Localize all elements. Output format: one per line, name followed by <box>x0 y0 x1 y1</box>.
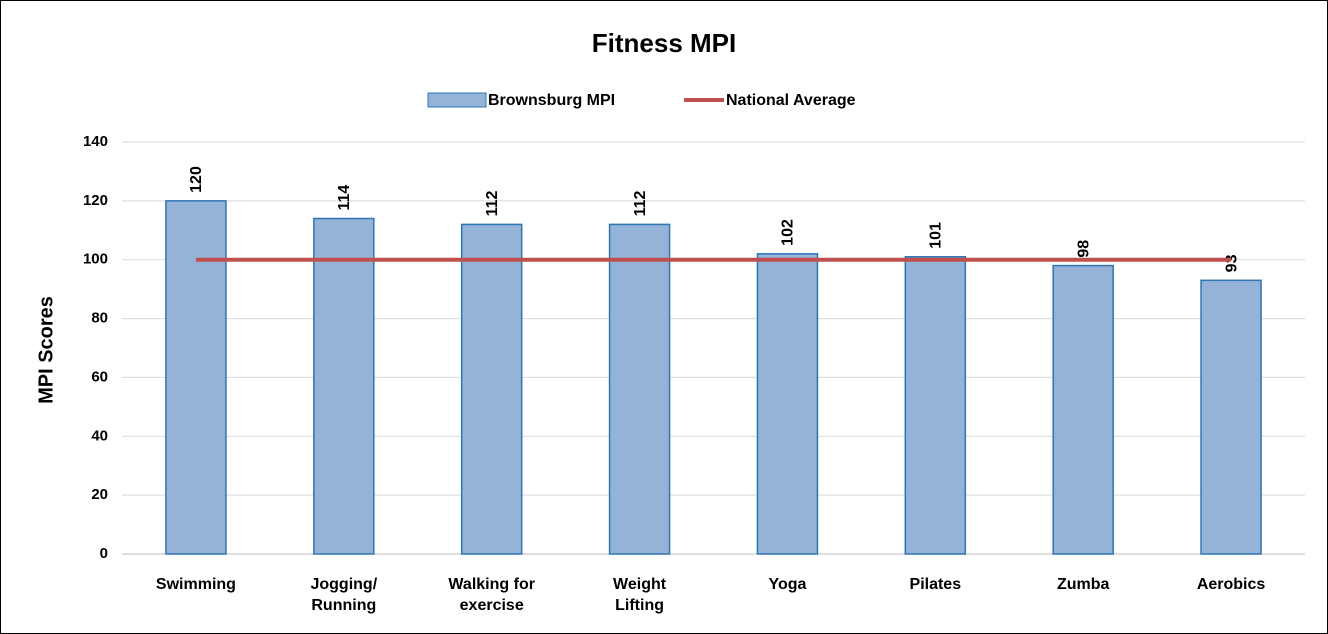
legend-swatch <box>427 92 487 108</box>
data-label: 102 <box>780 219 797 246</box>
y-tick-label: 40 <box>91 427 108 444</box>
bar <box>608 223 671 555</box>
data-label: 93 <box>1223 254 1240 272</box>
x-tick-label: Walking for exercise <box>448 576 535 614</box>
data-label: 120 <box>188 166 205 193</box>
y-axis-label: MPI Scores <box>35 296 57 404</box>
x-tick-label: Jogging/ Running <box>310 576 378 614</box>
bar <box>904 256 967 555</box>
y-tick-label: 120 <box>83 192 108 209</box>
x-tick-label: Swimming <box>155 576 236 593</box>
y-tick-label: 20 <box>91 486 108 503</box>
x-tick-label: Zumba <box>1056 576 1110 593</box>
data-label: 101 <box>928 222 945 249</box>
data-label: 98 <box>1075 240 1092 258</box>
y-tick-label: 80 <box>91 310 108 327</box>
y-tick-label: 100 <box>83 251 108 268</box>
x-tick-label: Pilates <box>909 576 962 593</box>
data-label: 112 <box>632 190 649 216</box>
x-tick-label: Aerobics <box>1196 576 1266 593</box>
y-tick-label: 60 <box>91 368 108 385</box>
legend-label: Brownsburg MPI <box>488 92 615 109</box>
bar <box>756 253 819 555</box>
bar <box>460 223 523 555</box>
legend-label: National Average <box>726 92 856 109</box>
bar <box>313 217 375 555</box>
bar <box>1200 279 1262 555</box>
x-tick-label: Weight Lifting <box>613 576 667 614</box>
y-tick-label: 140 <box>83 133 108 150</box>
chart-title: Fitness MPI <box>592 28 736 58</box>
data-label: 112 <box>484 190 501 216</box>
x-tick-label: Yoga <box>768 576 807 593</box>
data-label: 114 <box>336 185 353 211</box>
bar <box>165 200 227 555</box>
bar <box>1052 264 1114 555</box>
y-tick-label: 0 <box>100 545 108 562</box>
